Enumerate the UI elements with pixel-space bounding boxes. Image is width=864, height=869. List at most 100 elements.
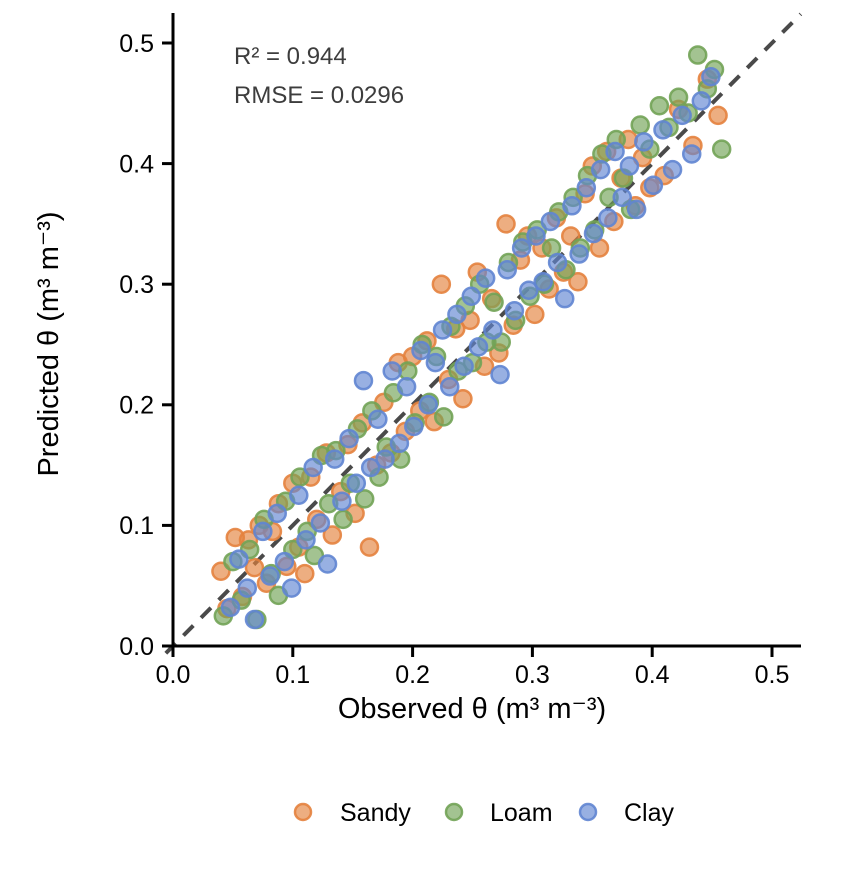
data-point-clay xyxy=(504,300,525,321)
x-tick-label: 0.0 xyxy=(156,661,191,689)
x-axis-title: Observed θ (m³ m⁻³) xyxy=(338,693,606,725)
data-point-clay xyxy=(497,259,517,280)
data-point-clay xyxy=(643,175,664,196)
data-point-loam xyxy=(433,407,454,427)
data-point-clay xyxy=(229,549,249,569)
rmse-annotation: RMSE = 0.0296 xyxy=(234,82,404,109)
data-point-clay xyxy=(454,356,474,376)
data-point-clay xyxy=(237,578,258,598)
data-point-clay xyxy=(483,320,503,340)
data-point-clay xyxy=(626,199,647,220)
data-point-clay xyxy=(332,491,352,512)
data-point-clay xyxy=(519,280,539,300)
data-point-clay xyxy=(267,503,287,524)
data-point-loam xyxy=(484,292,504,313)
data-point-clay xyxy=(619,156,640,176)
data-point-clay xyxy=(360,457,381,478)
data-point-sandy xyxy=(359,537,380,557)
y-tick-label: 0.3 xyxy=(119,271,154,299)
data-point-clay xyxy=(511,238,532,258)
legend-dot-sandy xyxy=(293,802,313,822)
data-point-clay xyxy=(382,361,402,381)
data-point-clay xyxy=(244,609,265,630)
data-point-clay xyxy=(583,223,604,244)
data-point-clay xyxy=(681,144,702,164)
x-tick-label: 0.2 xyxy=(395,661,430,689)
r-squared-annotation: R² = 0.944 xyxy=(234,43,347,70)
data-point-clay xyxy=(375,449,395,469)
y-axis-title: Predicted θ (m³ m⁻³) xyxy=(33,211,65,476)
data-point-clay xyxy=(490,364,510,385)
data-point-clay xyxy=(368,409,388,430)
data-point-clay xyxy=(324,449,345,469)
data-point-clay xyxy=(562,196,582,216)
data-point-clay xyxy=(672,105,692,126)
legend-item-sandy: Sandy xyxy=(293,799,411,827)
data-point-clay xyxy=(396,376,417,397)
data-point-sandy xyxy=(453,389,473,409)
data-point-loam xyxy=(649,95,670,116)
data-point-clay xyxy=(389,433,410,454)
x-tick-label: 0.3 xyxy=(515,661,550,689)
data-point-sandy xyxy=(295,563,315,584)
data-point-clay xyxy=(418,395,438,415)
data-point-clay xyxy=(569,244,589,264)
x-tick-label: 0.1 xyxy=(275,661,310,689)
legend-item-clay: Clay xyxy=(578,799,675,827)
data-point-clay xyxy=(554,288,575,309)
data-point-clay xyxy=(540,211,561,232)
data-point-clay xyxy=(612,187,632,208)
y-tick-label: 0.1 xyxy=(119,512,154,540)
legend-label-loam: Loam xyxy=(490,799,553,827)
data-point-clay xyxy=(605,141,625,162)
data-point-loam xyxy=(354,489,375,509)
y-tick-label: 0.5 xyxy=(119,30,154,58)
y-tick-label: 0.2 xyxy=(119,392,154,420)
data-point-sandy xyxy=(525,304,545,325)
data-point-clay xyxy=(289,485,309,505)
data-point-clay xyxy=(274,551,295,572)
data-point-sandy xyxy=(708,105,728,126)
data-point-clay xyxy=(547,252,568,273)
data-point-clay xyxy=(260,566,280,586)
y-tick-label: 0.4 xyxy=(119,150,154,178)
data-point-clay xyxy=(317,554,338,574)
data-point-clay xyxy=(281,578,302,598)
data-point-clay xyxy=(468,337,489,357)
data-point-clay xyxy=(634,132,654,152)
data-point-clay xyxy=(526,226,546,246)
data-point-sandy xyxy=(431,274,452,294)
data-point-loam xyxy=(711,139,732,159)
data-point-clay xyxy=(425,352,446,373)
data-point-clay xyxy=(590,159,611,180)
legend-item-loam: Loam xyxy=(444,799,553,827)
data-point-sandy xyxy=(244,557,265,578)
data-point-clay xyxy=(533,272,553,292)
data-point-clay xyxy=(432,320,453,340)
data-point-clay xyxy=(461,286,482,307)
data-point-clay xyxy=(310,513,331,533)
data-point-loam xyxy=(630,115,650,135)
data-point-clay xyxy=(303,457,323,478)
data-point-sandy xyxy=(568,272,588,292)
data-point-loam xyxy=(333,509,353,530)
x-tick-label: 0.4 xyxy=(635,661,670,689)
axis-ticks-layer: 0.0 0.1 0.2 0.3 0.4 0.5 0.0 0.1 0.2 0.3 0.4 0.5 xyxy=(119,30,789,689)
data-point-clay xyxy=(653,120,673,140)
data-point-clay xyxy=(662,159,683,180)
data-point-clay xyxy=(439,376,460,397)
data-point-loam xyxy=(668,87,689,108)
data-point-clay xyxy=(475,268,496,288)
data-point-clay xyxy=(576,177,597,198)
data-point-loam xyxy=(687,45,708,65)
data-point-clay xyxy=(339,428,359,449)
data-point-clay xyxy=(598,208,618,228)
data-points-layer xyxy=(211,45,732,630)
x-tick-label: 0.5 xyxy=(755,661,790,689)
data-point-clay xyxy=(220,597,241,618)
data-point-sandy xyxy=(496,214,516,234)
data-point-sandy xyxy=(322,525,343,545)
data-point-clay xyxy=(296,530,316,550)
legend-dot-loam xyxy=(444,802,464,822)
